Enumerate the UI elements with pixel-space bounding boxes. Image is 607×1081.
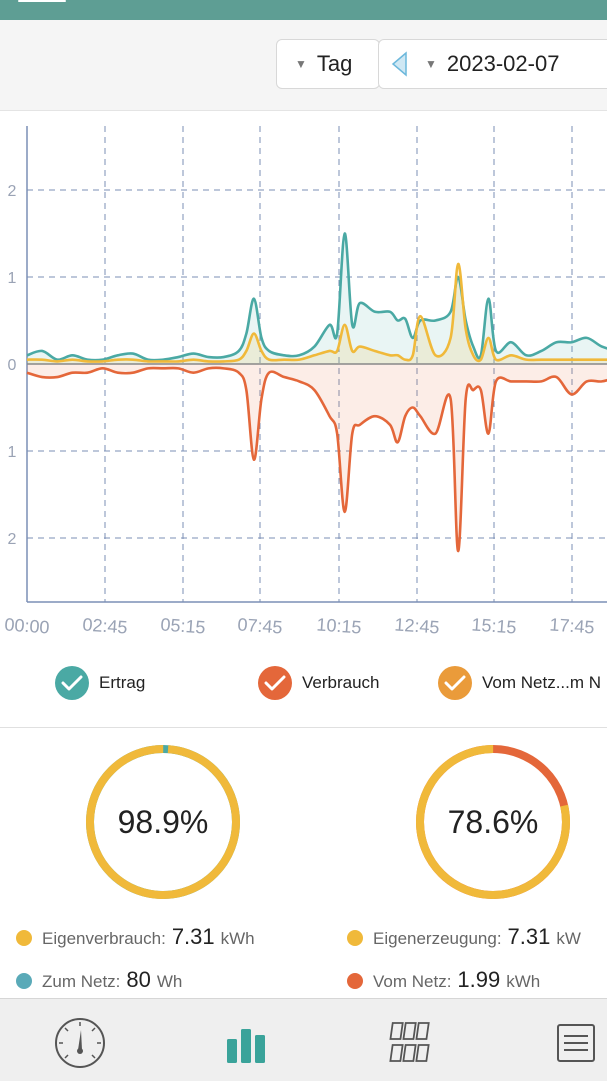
divider	[0, 727, 607, 728]
chart-lines	[26, 232, 607, 553]
self-consumption-donut	[86, 745, 240, 899]
x-axis-ticks: 00:00 02:45 05:15 07:45 10:15 12:45 15:15 17:45	[4, 614, 595, 637]
chart-areas	[27, 233, 607, 552]
x-tick-label: 12:45	[394, 614, 440, 637]
stat-value: 7.31	[507, 924, 551, 949]
stat-unit: Wh	[156, 972, 183, 991]
series-area-ertrag	[27, 233, 607, 364]
toolbar: ▼ Tag ▼ 2023-02-07	[0, 20, 607, 111]
stat-label: Eigenverbrauch:	[42, 929, 166, 948]
x-tick-label: 00:00	[4, 614, 50, 637]
series-line-ertrag	[26, 232, 607, 362]
top-bar	[0, 0, 607, 20]
legend-dot	[347, 973, 363, 989]
top-bar-button[interactable]	[18, 0, 66, 2]
chevron-down-icon: ▼	[295, 57, 307, 71]
x-tick-label: 17:45	[549, 614, 595, 637]
self-sufficiency-donut	[416, 745, 570, 899]
bar-chart-icon	[227, 1029, 265, 1063]
tab-menu[interactable]	[546, 1015, 606, 1071]
stat-label: Zum Netz:	[42, 972, 121, 991]
tab-bar	[0, 998, 607, 1081]
date-select-value: 2023-02-07	[446, 51, 560, 76]
legend-label: Verbrauch	[302, 673, 380, 692]
checkmark-icon	[55, 666, 89, 700]
y-tick-label: 0	[8, 357, 17, 374]
triangle-left-icon	[391, 51, 407, 77]
stat-unit: kWh	[506, 972, 541, 991]
stat-value: 7.31	[171, 924, 215, 949]
y-tick-label: 2	[8, 531, 17, 548]
stat-label: Eigenerzeugung:	[373, 929, 502, 948]
y-tick-label: 1	[8, 270, 17, 287]
legend-dot	[16, 930, 32, 946]
stat-eigenerzeugung: Eigenerzeugung: 7.31 kW	[347, 924, 581, 950]
series-area-vom-netz	[27, 263, 607, 364]
series-area-verbrauch	[27, 364, 607, 552]
donut-share	[86, 745, 240, 899]
previous-day-button[interactable]	[389, 39, 409, 89]
grid-icon	[389, 1022, 430, 1062]
chevron-down-icon: ▼	[425, 57, 437, 71]
x-tick-label: 05:15	[160, 614, 206, 637]
period-select-value: Tag	[316, 51, 353, 76]
legend-label: Vom Netz...m N	[482, 673, 602, 692]
gauge-icon	[55, 1018, 105, 1068]
y-tick-label: 1	[8, 444, 17, 461]
date-select[interactable]: ▼ 2023-02-07	[378, 39, 607, 89]
stat-unit: kW	[556, 929, 581, 948]
chart-legend: Ertrag Verbrauch Vom Netz...m N	[0, 666, 607, 718]
list-icon	[557, 1024, 595, 1062]
y-axis-ticks: 2 1 0 1 2	[8, 183, 17, 548]
self-consumption-percent: 98.9%	[117, 803, 209, 840]
x-tick-label: 15:15	[471, 614, 517, 637]
energy-chart[interactable]: 2 1 0 1 2 00:00 02:45 05:15 07:45 10:15 12:45 15:1…	[0, 110, 607, 655]
checkmark-icon	[438, 666, 472, 700]
legend-dot	[347, 930, 363, 946]
stat-vom-netz: Vom Netz: 1.99 kWh	[347, 967, 540, 993]
self-sufficiency-percent: 78.6%	[447, 803, 539, 840]
y-tick-label: 2	[8, 183, 17, 200]
series-line-verbrauch	[26, 366, 607, 553]
legend-item-vom-netz[interactable]: Vom Netz...m N	[438, 666, 601, 700]
x-tick-label: 10:15	[316, 614, 362, 637]
stat-value: 1.99	[457, 967, 501, 992]
legend-label: Ertrag	[99, 673, 146, 692]
tab-dashboard[interactable]	[50, 1015, 110, 1071]
stat-eigenverbrauch: Eigenverbrauch: 7.31 kWh	[16, 924, 255, 950]
series-line-vom-netz	[26, 262, 607, 363]
x-tick-label: 02:45	[82, 614, 128, 637]
legend-item-verbrauch[interactable]: Verbrauch	[258, 666, 380, 700]
stat-unit: kWh	[220, 929, 255, 948]
period-select[interactable]: ▼ Tag	[276, 39, 380, 89]
x-tick-label: 07:45	[237, 614, 283, 637]
stat-zum-netz: Zum Netz: 80 Wh	[16, 967, 182, 993]
legend-item-ertrag[interactable]: Ertrag	[55, 666, 145, 700]
tab-devices[interactable]	[380, 1015, 440, 1071]
checkmark-icon	[258, 666, 292, 700]
legend-dot	[16, 973, 32, 989]
tab-statistics[interactable]	[216, 1015, 276, 1071]
stat-label: Vom Netz:	[373, 972, 452, 991]
chart-grid	[26, 126, 607, 603]
stat-value: 80	[126, 967, 151, 992]
